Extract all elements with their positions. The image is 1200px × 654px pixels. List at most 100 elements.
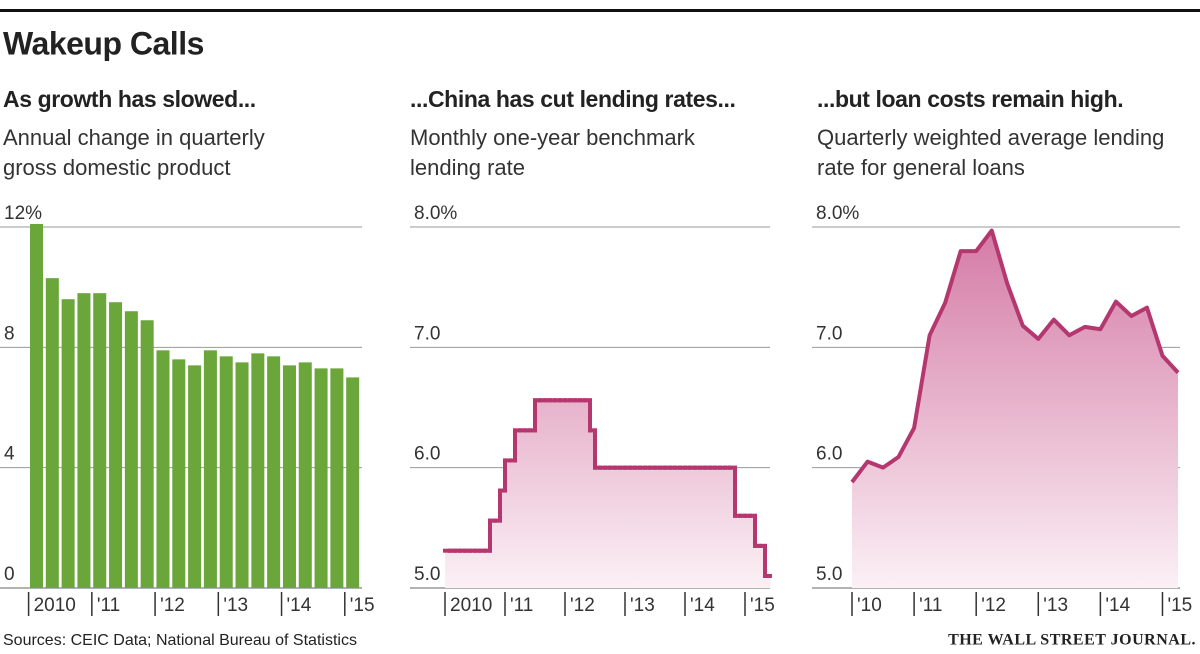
area-segment: [750, 515, 756, 588]
area-segment: [540, 400, 546, 588]
bar: [140, 320, 154, 588]
x-tick-label: 2010: [34, 595, 76, 616]
area-segment: [755, 545, 761, 588]
bar: [30, 223, 44, 588]
y-tick-label: 7.0: [816, 323, 842, 344]
area-segment: [475, 550, 481, 588]
bar: [156, 350, 170, 588]
area-segment: [715, 467, 721, 588]
bar: [330, 368, 344, 588]
area-segment: [640, 467, 646, 588]
bar: [124, 311, 138, 588]
area-segment: [760, 545, 766, 588]
area-segment: [710, 467, 716, 588]
x-tick-label: '14: [690, 595, 715, 616]
area-segment: [490, 520, 496, 588]
area-segment: [690, 467, 696, 588]
area-segment: [465, 550, 471, 588]
area-segment: [645, 467, 651, 588]
bar: [203, 350, 217, 588]
area-segment: [445, 550, 451, 588]
bar: [235, 362, 249, 588]
area-segment: [725, 467, 731, 588]
x-tick-label: '14: [1105, 595, 1130, 616]
area-segment: [530, 430, 536, 588]
area-segment: [630, 467, 636, 588]
line: [850, 228, 1180, 484]
x-tick-label: 2010: [450, 595, 492, 616]
bar: [282, 365, 296, 588]
area-segment: [605, 467, 611, 588]
area-segment: [600, 467, 606, 588]
area-segment: [670, 467, 676, 588]
area-segment: [460, 550, 466, 588]
area-segment: [500, 490, 506, 588]
panel-subtitle: Quarterly weighted average lending: [817, 125, 1164, 150]
area-segment: [720, 467, 726, 588]
x-tick-label: '13: [1043, 595, 1068, 616]
panel-heading: ...China has cut lending rates...: [410, 86, 735, 112]
y-tick-label: 8.0%: [816, 203, 859, 224]
area-segment: [515, 430, 521, 588]
panel-subtitle: Annual change in quarterly: [3, 125, 265, 150]
y-tick-label: 5.0: [816, 564, 842, 585]
y-tick-label: 8: [4, 323, 15, 344]
area-segment: [660, 467, 666, 588]
area-segment: [450, 550, 456, 588]
credit: THE WALL STREET JOURNAL.: [948, 632, 1196, 649]
bar: [188, 365, 202, 588]
area-segment: [700, 467, 706, 588]
bar: [61, 299, 75, 588]
page-title: Wakeup Calls: [3, 25, 204, 61]
area-segment: [635, 467, 641, 588]
area-segment: [685, 467, 691, 588]
bar: [251, 353, 265, 588]
panel-heading: ...but loan costs remain high.: [817, 86, 1123, 112]
area-segment: [580, 400, 586, 588]
area-segment: [505, 460, 511, 588]
x-tick-label: '15: [1167, 595, 1192, 616]
panel-heading: As growth has slowed...: [3, 86, 256, 112]
y-tick-label: 12%: [4, 203, 42, 224]
area-segment: [575, 400, 581, 588]
bar: [109, 302, 123, 588]
bar: [346, 377, 360, 588]
x-tick-label: '11: [510, 595, 533, 616]
bar: [45, 278, 59, 588]
y-tick-label: 0: [4, 564, 15, 585]
area-segment: [730, 467, 736, 588]
area-segment: [485, 550, 491, 588]
y-tick-label: 6.0: [414, 444, 440, 465]
y-tick-label: 5.0: [414, 564, 440, 585]
bar: [219, 356, 233, 588]
area-segment: [480, 550, 486, 588]
area-segment: [625, 467, 631, 588]
y-tick-label: 8.0%: [414, 203, 457, 224]
area-segment: [560, 400, 566, 588]
area-segment: [585, 400, 591, 588]
area-segment: [620, 467, 626, 588]
x-tick-label: '11: [919, 595, 942, 616]
area-segment: [680, 467, 686, 588]
y-tick-label: 4: [4, 444, 15, 465]
top-rule: [0, 9, 1200, 12]
area-segment: [565, 400, 571, 588]
bar: [93, 293, 107, 588]
x-tick-label: '14: [287, 595, 312, 616]
bar: [172, 359, 186, 588]
area-segment: [545, 400, 551, 588]
bar: [267, 356, 281, 588]
panel-subtitle: gross domestic product: [3, 155, 230, 180]
area-segment: [615, 467, 621, 588]
x-tick-label: '11: [97, 595, 120, 616]
area-segment: [470, 550, 476, 588]
area-segment: [455, 550, 461, 588]
area-segment: [655, 467, 661, 588]
area: [852, 230, 1178, 589]
x-tick-label: '12: [570, 595, 595, 616]
bar: [298, 362, 312, 588]
area-segment: [520, 430, 526, 588]
y-tick-label: 7.0: [414, 323, 440, 344]
area-segment: [765, 575, 771, 588]
